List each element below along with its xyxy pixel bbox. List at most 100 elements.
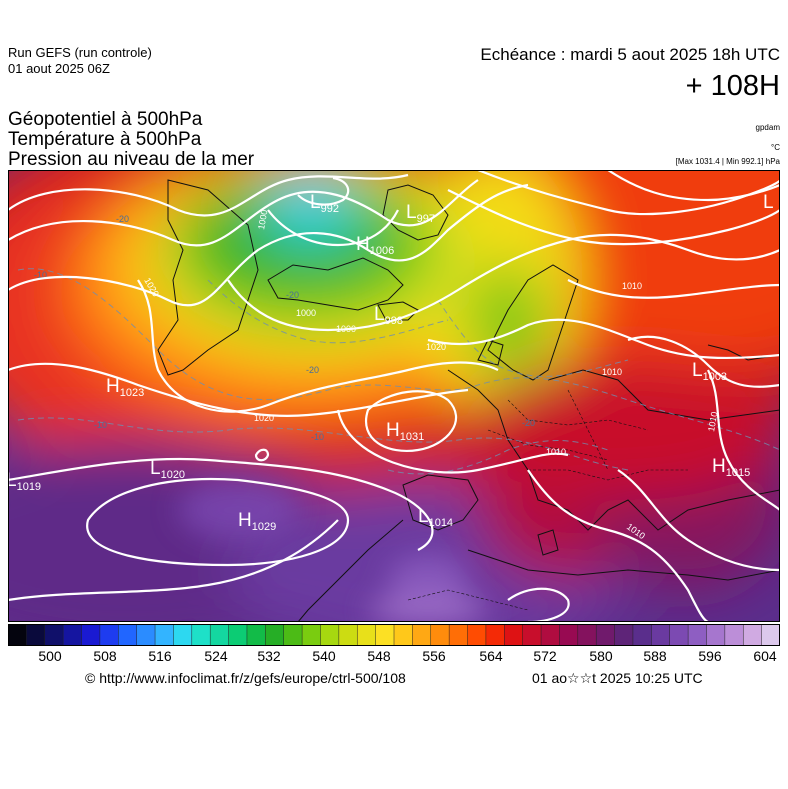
isobar-label: 1010: [622, 281, 642, 291]
unit-pressure-range: [Max 1031.4 | Min 992.1] hPa: [675, 157, 780, 166]
color-swatch: [688, 624, 707, 646]
low-center: L: [763, 192, 774, 213]
color-swatch: [430, 624, 450, 646]
color-swatch: [504, 624, 524, 646]
isobar-label: 1000: [296, 308, 316, 318]
color-swatch: [283, 624, 303, 646]
scale-tick: 548: [367, 648, 391, 664]
color-swatch: [669, 624, 689, 646]
scale-tick: 532: [257, 648, 281, 664]
color-swatch: [485, 624, 505, 646]
color-swatch: [651, 624, 671, 646]
color-swatch: [99, 624, 119, 646]
color-scale-border: [8, 624, 780, 646]
color-swatch: [761, 624, 780, 646]
low-center: L992: [310, 192, 339, 215]
isobar-label: 1010: [602, 367, 622, 377]
color-swatch: [8, 624, 27, 646]
color-swatch: [320, 624, 340, 646]
color-swatch: [522, 624, 542, 646]
color-swatch: [265, 624, 285, 646]
unit-temperature: °C: [771, 143, 780, 152]
low-center: L1003: [692, 360, 727, 383]
color-swatch: [302, 624, 321, 646]
color-swatch: [596, 624, 615, 646]
scale-tick: 540: [312, 648, 336, 664]
color-swatch: [210, 624, 229, 646]
unit-geopotential: gpdam: [755, 123, 780, 132]
weather-map[interactable]: -20 -20 -20 -10 -10 -10 -20: [8, 170, 780, 622]
color-swatch: [228, 624, 248, 646]
color-swatch: [118, 624, 138, 646]
color-swatch: [541, 624, 560, 646]
isotherm-label: -10: [34, 270, 47, 280]
scale-tick: 580: [589, 648, 613, 664]
color-swatch: [614, 624, 634, 646]
scale-tick: 500: [38, 648, 62, 664]
scale-tick: 524: [204, 648, 228, 664]
parameter-temperature: Température à 500hPa: [8, 129, 202, 150]
color-swatch: [44, 624, 64, 646]
color-swatch: [191, 624, 211, 646]
isobars: [8, 170, 780, 622]
color-swatch: [559, 624, 579, 646]
high-center: H1029: [238, 510, 276, 533]
color-swatch: [136, 624, 156, 646]
high-center: H1023: [106, 376, 144, 399]
scale-tick: 508: [93, 648, 117, 664]
generation-date: 01 ao☆☆t 2025 10:25 UTC: [532, 670, 703, 686]
scale-tick: 604: [753, 648, 777, 664]
source-url[interactable]: © http://www.infoclimat.fr/z/gefs/europe…: [85, 670, 406, 686]
low-center: L1020: [150, 458, 185, 481]
color-swatch: [743, 624, 763, 646]
run-date: 01 aout 2025 06Z: [8, 61, 110, 76]
color-swatch: [246, 624, 266, 646]
scale-tick: 596: [698, 648, 722, 664]
color-swatch: [577, 624, 597, 646]
color-swatch: [632, 624, 652, 646]
scale-tick: 572: [533, 648, 557, 664]
scale-tick: 556: [422, 648, 446, 664]
isotherm-label: -20: [116, 214, 129, 224]
color-swatch: [375, 624, 395, 646]
run-title: Run GEFS (run controle): [8, 45, 152, 60]
color-swatch: [26, 624, 46, 646]
color-swatch: [467, 624, 487, 646]
scale-tick: 516: [148, 648, 172, 664]
color-swatch: [173, 624, 193, 646]
color-scale-ticks: 500 508 516 524 532 540 548 556 564 572 …: [0, 648, 788, 666]
isobar-label: 1020: [254, 413, 274, 423]
isotherm-label: -20: [306, 365, 319, 375]
isotherm-label: -10: [311, 432, 324, 442]
scale-tick: 588: [643, 648, 667, 664]
color-swatch: [81, 624, 101, 646]
color-swatch: [338, 624, 358, 646]
color-swatch: [155, 624, 174, 646]
isotherm-label: -10: [94, 420, 107, 430]
parameter-geopotential: Géopotentiel à 500hPa: [8, 109, 203, 130]
isotherm-labels: -20 -20 -20 -10 -10 -10 -20: [34, 214, 535, 442]
geopotential-field: [8, 170, 780, 622]
isobar-label: 1010: [546, 447, 566, 457]
color-swatch: [724, 624, 744, 646]
isobar-label: 1000: [336, 324, 356, 334]
color-scale: [8, 624, 780, 646]
isobar-label: 1010: [706, 411, 719, 432]
detail-overlay: [178, 480, 488, 622]
color-swatch: [394, 624, 413, 646]
color-swatch: [706, 624, 726, 646]
high-center: H1031: [386, 420, 424, 443]
color-swatch: [412, 624, 432, 646]
isotherm-label: -20: [286, 290, 299, 300]
high-center: H1006: [356, 234, 394, 257]
isotherm-label: -20: [522, 418, 535, 428]
high-center: H1015: [712, 456, 750, 479]
isobar-label: 1020: [426, 342, 446, 352]
color-swatch: [449, 624, 468, 646]
color-swatch: [357, 624, 377, 646]
forecast-hour: + 108H: [685, 70, 780, 102]
low-center: L997: [406, 202, 435, 225]
forecast-valid-time: Echéance : mardi 5 aout 2025 18h UTC: [480, 45, 780, 64]
isobar-label: 1000: [256, 209, 269, 230]
scale-tick: 564: [479, 648, 503, 664]
